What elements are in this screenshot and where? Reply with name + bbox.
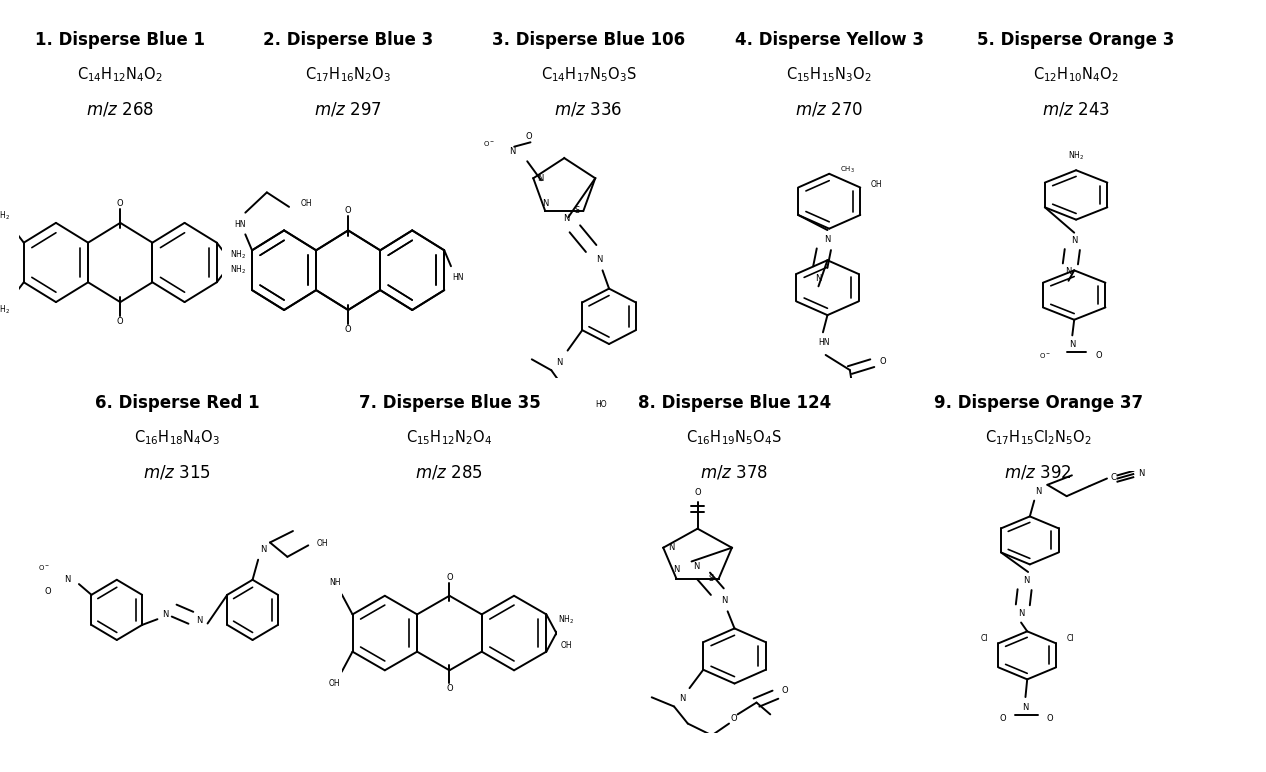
Text: N: N (260, 545, 266, 554)
Text: O: O (446, 685, 453, 693)
Text: HO: HO (595, 400, 606, 409)
Text: N: N (542, 199, 548, 208)
Text: OH: OH (316, 540, 328, 548)
Text: O: O (344, 326, 352, 334)
Text: NH$_2$: NH$_2$ (230, 249, 247, 261)
Text: C: C (1110, 472, 1117, 482)
Text: N: N (680, 694, 686, 703)
Text: $\it{m/z}$ 378: $\it{m/z}$ 378 (700, 463, 768, 481)
Text: NH$_2$: NH$_2$ (0, 303, 10, 316)
Text: N: N (824, 235, 830, 244)
Text: N: N (674, 565, 680, 574)
Text: N: N (1018, 609, 1024, 618)
Text: N: N (1138, 469, 1144, 478)
Text: O: O (344, 206, 352, 215)
Text: $\it{m/z}$ 270: $\it{m/z}$ 270 (795, 100, 863, 118)
Text: HN: HN (234, 220, 246, 229)
Text: O: O (1000, 714, 1006, 723)
Text: OH: OH (329, 679, 341, 688)
Text: $\it{m/z}$ 268: $\it{m/z}$ 268 (86, 100, 154, 118)
Text: O: O (730, 714, 738, 723)
Text: $\it{m/z}$ 392: $\it{m/z}$ 392 (1004, 463, 1072, 481)
Text: C$_{14}$H$_{12}$N$_4$O$_2$: C$_{14}$H$_{12}$N$_4$O$_2$ (77, 66, 163, 84)
Text: 4. Disperse Yellow 3: 4. Disperse Yellow 3 (734, 31, 924, 49)
Text: NH$_2$: NH$_2$ (0, 209, 10, 222)
Text: NH$_2$: NH$_2$ (1069, 150, 1084, 162)
Text: OH: OH (300, 198, 313, 208)
Text: N: N (556, 357, 562, 367)
Text: HN: HN (818, 338, 829, 347)
Text: O: O (781, 686, 789, 696)
Text: NH: NH (329, 578, 341, 587)
Text: HN: HN (452, 273, 463, 283)
Text: O$^-$: O$^-$ (38, 563, 49, 572)
Text: C$_{17}$H$_{15}$Cl$_2$N$_5$O$_2$: C$_{17}$H$_{15}$Cl$_2$N$_5$O$_2$ (985, 428, 1091, 447)
Text: 2. Disperse Blue 3: 2. Disperse Blue 3 (263, 31, 433, 49)
Text: C$_{15}$H$_{12}$N$_2$O$_4$: C$_{15}$H$_{12}$N$_2$O$_4$ (406, 428, 492, 447)
Text: 6. Disperse Red 1: 6. Disperse Red 1 (95, 394, 260, 411)
Text: 5. Disperse Orange 3: 5. Disperse Orange 3 (977, 31, 1175, 49)
Text: $\it{m/z}$ 315: $\it{m/z}$ 315 (143, 463, 211, 481)
Text: N: N (563, 214, 570, 223)
Text: N: N (1036, 486, 1042, 496)
Text: 3. Disperse Blue 106: 3. Disperse Blue 106 (492, 31, 685, 49)
Text: N: N (537, 174, 543, 183)
Text: N: N (196, 616, 203, 625)
Text: NH$_2$: NH$_2$ (558, 614, 575, 626)
Text: Cl: Cl (1066, 634, 1074, 643)
Text: N: N (1069, 340, 1076, 349)
Text: OH: OH (561, 642, 572, 651)
Text: N: N (63, 574, 71, 584)
Text: N: N (596, 255, 603, 264)
Text: O: O (446, 573, 453, 581)
Text: N: N (694, 561, 700, 571)
Text: 9. Disperse Orange 37: 9. Disperse Orange 37 (933, 394, 1143, 411)
Text: C$_{12}$H$_{10}$N$_4$O$_2$: C$_{12}$H$_{10}$N$_4$O$_2$ (1033, 66, 1119, 84)
Text: CH$_3$: CH$_3$ (841, 165, 855, 175)
Text: 8. Disperse Blue 124: 8. Disperse Blue 124 (638, 394, 830, 411)
Text: O: O (1095, 351, 1101, 360)
Text: O$^-$: O$^-$ (1039, 351, 1051, 360)
Text: N: N (1071, 236, 1077, 245)
Text: N: N (722, 596, 728, 605)
Text: O: O (1047, 714, 1053, 723)
Text: N: N (509, 147, 515, 156)
Text: O: O (525, 132, 532, 141)
Text: O: O (694, 488, 701, 497)
Text: C$_{16}$H$_{19}$N$_5$O$_4$S: C$_{16}$H$_{19}$N$_5$O$_4$S (686, 428, 782, 447)
Text: C$_{14}$H$_{17}$N$_5$O$_3$S: C$_{14}$H$_{17}$N$_5$O$_3$S (541, 66, 637, 84)
Text: Cl: Cl (980, 634, 987, 643)
Text: N: N (1022, 703, 1029, 712)
Text: OH: OH (871, 180, 882, 188)
Text: N: N (1065, 267, 1072, 276)
Text: O: O (44, 587, 51, 596)
Text: N: N (815, 273, 822, 283)
Text: N: N (162, 611, 168, 619)
Text: N: N (1023, 577, 1029, 585)
Text: 7. Disperse Blue 35: 7. Disperse Blue 35 (358, 394, 541, 411)
Text: C$_{15}$H$_{15}$N$_3$O$_2$: C$_{15}$H$_{15}$N$_3$O$_2$ (786, 66, 872, 84)
Text: N: N (667, 543, 675, 552)
Text: O$^-$: O$^-$ (482, 139, 495, 148)
Text: O: O (116, 198, 124, 208)
Text: NH$_2$: NH$_2$ (230, 264, 247, 276)
Text: C$_{17}$H$_{16}$N$_2$O$_3$: C$_{17}$H$_{16}$N$_2$O$_3$ (305, 66, 391, 84)
Text: S: S (709, 574, 714, 583)
Text: O: O (880, 357, 886, 366)
Text: $\it{m/z}$ 243: $\it{m/z}$ 243 (1042, 100, 1110, 118)
Text: 1. Disperse Blue 1: 1. Disperse Blue 1 (35, 31, 205, 49)
Text: $\it{m/z}$ 336: $\it{m/z}$ 336 (555, 100, 623, 118)
Text: C$_{16}$H$_{18}$N$_4$O$_3$: C$_{16}$H$_{18}$N$_4$O$_3$ (134, 428, 220, 447)
Text: S: S (575, 206, 580, 215)
Text: $\it{m/z}$ 285: $\it{m/z}$ 285 (415, 463, 484, 481)
Text: O: O (116, 317, 124, 327)
Text: $\it{m/z}$ 297: $\it{m/z}$ 297 (314, 100, 382, 118)
